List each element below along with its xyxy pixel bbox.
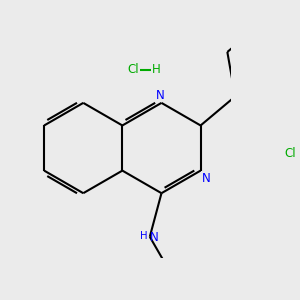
Text: Cl: Cl — [128, 63, 139, 76]
Text: N: N — [202, 172, 210, 184]
Text: N: N — [156, 89, 165, 102]
Text: H: H — [140, 231, 148, 241]
Text: H: H — [152, 63, 161, 76]
Text: N: N — [150, 231, 159, 244]
Text: Cl: Cl — [284, 147, 296, 160]
